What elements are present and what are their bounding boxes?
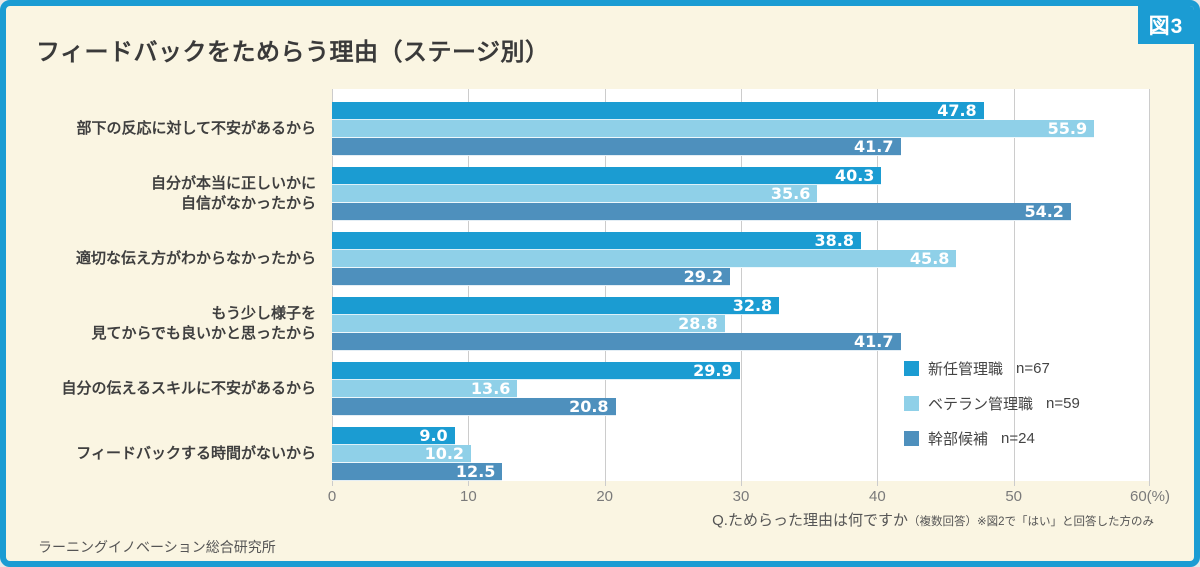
x-axis: 0 10 20 30 40 50 60(%) (328, 488, 1170, 508)
category-label-3: もう少し様子を 見てからでも良いかと思ったから (91, 305, 316, 342)
bar-新任管理職-4: 29.9 (332, 360, 740, 380)
gridline-40 (877, 89, 879, 486)
category-label-1: 自分が本当に正しいかに 自信がなかったから (150, 175, 316, 212)
gridline-0 (332, 89, 333, 486)
bar-ベテラン管理職-0: 55.9 (332, 118, 1095, 138)
bar-幹部候補-5: 12.5 (332, 461, 503, 481)
x-tick-label-0: 0 (327, 488, 337, 505)
gridline-10 (468, 89, 470, 486)
bar-新任管理職-5: 9.0 (332, 425, 455, 445)
bar-group-5: 9.0 10.2 12.5 (332, 425, 1150, 481)
bar-新任管理職-3: 32.8 (332, 295, 780, 315)
bar-group-3: 32.8 28.8 41.7 (332, 295, 1150, 351)
legend-sample-size: n=67 (1016, 359, 1050, 377)
survey-question-note: Q.ためらった理由は何ですか（複数回答）※図2で「はい」と回答した方のみ (712, 509, 1154, 530)
survey-question: Q.ためらった理由は何ですか (712, 512, 908, 529)
bar-新任管理職-1: 40.3 (332, 165, 882, 185)
x-tick-label-50: 50 (1005, 488, 1022, 505)
bar-group-0: 47.8 55.9 41.7 (332, 100, 1150, 156)
bar-value-label: 47.8 (937, 100, 977, 120)
bar-value-label: 41.7 (854, 331, 894, 351)
bar-value-label: 9.0 (419, 425, 448, 445)
bar-value-label: 12.5 (455, 461, 496, 481)
gridline-50 (1013, 89, 1015, 486)
bar-value-label: 29.9 (693, 360, 733, 380)
bar-value-label: 29.2 (683, 266, 724, 286)
gridline-60 (1149, 89, 1150, 486)
legend-swatch-icon (904, 360, 919, 376)
legend: 新任管理職 n=67 ベテラン管理職 n=59 幹部候補 n=24 (904, 357, 1080, 449)
gridline-30 (741, 89, 742, 486)
bar-value-label: 41.7 (854, 136, 894, 156)
legend-swatch-icon (904, 395, 919, 411)
category-label-2: 適切な伝え方がわからなかったから (75, 250, 316, 267)
bar-value-label: 32.8 (732, 295, 773, 315)
legend-swatch-icon (904, 430, 919, 446)
bar-value-label: 45.8 (909, 248, 950, 268)
legend-item-0: 新任管理職 n=67 (904, 357, 1080, 379)
bar-ベテラン管理職-2: 45.8 (332, 248, 957, 268)
bar-ベテラン管理職-1: 35.6 (332, 183, 818, 203)
bar-value-label: 13.6 (470, 378, 511, 398)
legend-label: ベテラン管理職 (928, 395, 1034, 413)
legend-label: 幹部候補 (928, 430, 989, 448)
bar-value-label: 10.2 (424, 443, 465, 463)
bar-幹部候補-1: 54.2 (332, 201, 1071, 221)
legend-item-2: 幹部候補 n=24 (904, 427, 1080, 449)
category-label-4: 自分の伝えるスキルに不安があるから (61, 380, 316, 397)
x-tick-label-40: 40 (868, 488, 886, 505)
legend-label: 新任管理職 (928, 360, 1004, 378)
bar-value-label: 40.3 (834, 165, 875, 185)
gridline-20 (604, 89, 606, 486)
legend-sample-size: n=24 (1001, 429, 1035, 447)
bar-幹部候補-3: 41.7 (332, 331, 901, 351)
figure-number-badge: 図3 (1138, 6, 1194, 44)
source-organization: ラーニングイノベーション総合研究所 (38, 539, 276, 555)
bar-value-label: 20.8 (569, 396, 609, 416)
bar-group-1: 40.3 35.6 54.2 (332, 165, 1150, 221)
bar-value-label: 35.6 (770, 183, 811, 203)
bar-ベテラン管理職-4: 13.6 (332, 378, 518, 398)
bar-value-label: 55.9 (1047, 118, 1088, 138)
x-tick-label-30: 30 (732, 488, 750, 505)
bar-value-label: 54.2 (1024, 201, 1064, 221)
category-labels-column: 部下の反応に対して不安があるから自分が本当に正しいかに 自信がなかったから適切な… (6, 89, 324, 481)
plot-area: 47.8 55.9 41.7 40.3 35.6 54.2 38.8 45.8 29.2 32.8… (332, 89, 1150, 486)
bar-value-label: 38.8 (814, 230, 854, 250)
bar-groups: 47.8 55.9 41.7 40.3 35.6 54.2 38.8 45.8 29.2 32.8… (332, 89, 1150, 481)
bar-新任管理職-2: 38.8 (332, 230, 861, 250)
bar-幹部候補-2: 29.2 (332, 266, 731, 286)
legend-sample-size: n=59 (1046, 394, 1080, 412)
bar-value-label: 28.8 (678, 313, 718, 333)
bar-group-4: 29.9 13.6 20.8 (332, 360, 1150, 416)
category-label-0: 部下の反応に対して不安があるから (76, 120, 316, 137)
x-tick-label-10: 10 (459, 488, 477, 505)
x-tick-label-60: 60(%) (1129, 488, 1171, 505)
chart-title: フィードバックをためらう理由（ステージ別） (36, 39, 550, 66)
bar-幹部候補-0: 41.7 (332, 136, 901, 156)
bar-新任管理職-0: 47.8 (332, 100, 984, 120)
survey-question-detail: （複数回答）※図2で「はい」と回答した方のみ (907, 516, 1154, 528)
category-label-5: フィードバックする時間がないから (76, 445, 316, 462)
bar-幹部候補-4: 20.8 (332, 396, 616, 416)
x-tick-label-20: 20 (596, 488, 613, 505)
legend-item-1: ベテラン管理職 n=59 (904, 392, 1080, 414)
bar-ベテラン管理職-5: 10.2 (332, 443, 472, 463)
bar-ベテラン管理職-3: 28.8 (332, 313, 725, 333)
bar-group-2: 38.8 45.8 29.2 (332, 230, 1150, 286)
